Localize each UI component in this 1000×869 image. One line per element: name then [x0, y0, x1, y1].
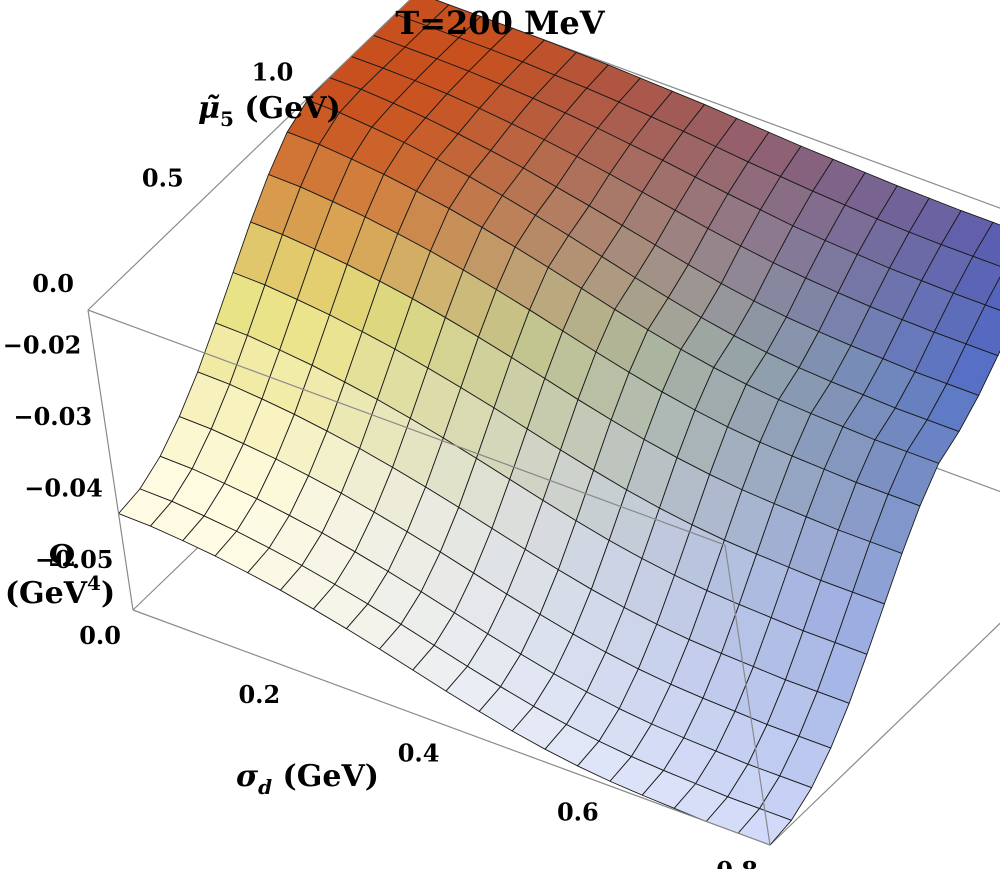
y-axis-label-unit: (GeV)	[234, 91, 341, 126]
box-edge	[87, 0, 411, 311]
y-tick-label: 0.0	[32, 269, 74, 298]
x-tick-label: 0.8	[716, 856, 758, 869]
x-axis-label-subscript: d	[258, 775, 272, 799]
y-axis-label-symbol: μ̃	[198, 91, 220, 126]
y-axis-label-subscript: 5	[220, 107, 234, 131]
y-tick-label: 0.5	[142, 163, 184, 192]
z-axis-label-close: )	[101, 576, 115, 611]
box-edge	[87, 309, 726, 546]
z-axis-label-line1: Ω	[49, 539, 76, 574]
x-tick-label: 0.0	[79, 621, 121, 650]
z-axis-label-unit: (GeV	[5, 576, 88, 611]
box-edge	[724, 544, 771, 846]
y-axis-label: μ̃5 (GeV)	[198, 91, 341, 131]
bounding-box-front	[87, 0, 771, 846]
x-tick-label: 0.6	[557, 797, 599, 826]
z-tick-label: −0.02	[3, 331, 82, 360]
chart-title: T=200 MeV	[395, 4, 605, 42]
x-tick-label: 0.4	[398, 739, 440, 768]
x-axis-label-unit: (GeV)	[272, 759, 379, 794]
x-axis-label: σd (GeV)	[236, 759, 379, 799]
surface-mesh	[118, 0, 1000, 846]
z-tick-label: −0.03	[14, 402, 93, 431]
box-edge	[769, 622, 1000, 846]
z-tick-label: −0.04	[24, 474, 103, 503]
z-tick-label: −0.05	[35, 545, 114, 574]
x-axis-label-symbol: σ	[236, 759, 259, 794]
z-axis-label-superscript: 4	[87, 571, 101, 595]
tick-labels: 0.00.20.40.60.80.00.51.01.5−0.02−0.03−0.…	[3, 58, 758, 869]
box-edge	[87, 309, 134, 611]
surface-patch	[984, 276, 1000, 311]
z-axis-label-line2: (GeV4)	[5, 571, 115, 611]
x-tick-label: 0.2	[238, 680, 280, 709]
box-edge	[132, 609, 771, 846]
y-tick-label: 1.0	[252, 58, 294, 87]
